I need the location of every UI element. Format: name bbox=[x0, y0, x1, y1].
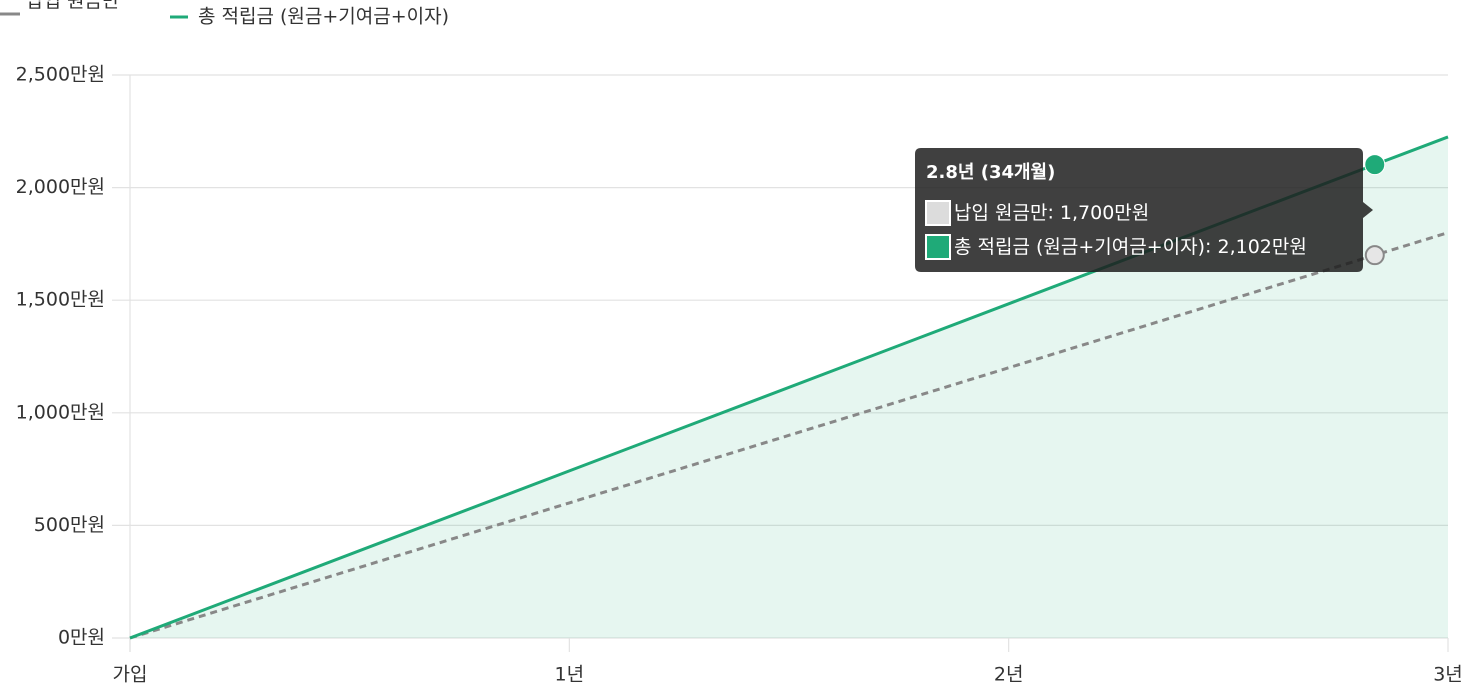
x-tick-label: 3년 bbox=[1433, 664, 1463, 686]
tooltip-title: 2.8년 (34개월) bbox=[926, 162, 1055, 183]
tooltip-swatch bbox=[925, 234, 951, 260]
tooltip-series-name: 납입 원금만 bbox=[954, 202, 1047, 224]
y-tick-label: 1,000만원 bbox=[16, 401, 105, 423]
tooltip-item: 총 적립금 (원금+기여금+이자): 2,102만원 bbox=[954, 236, 1307, 258]
x-tick-label: 2년 bbox=[994, 664, 1024, 686]
x-tick-label: 1년 bbox=[555, 664, 585, 686]
y-tick-label: 500만원 bbox=[34, 514, 105, 536]
tooltip-box bbox=[915, 148, 1373, 272]
tooltip-swatch bbox=[925, 200, 951, 226]
tooltip-value: 2,102만원 bbox=[1217, 236, 1306, 258]
y-tick-label: 2,500만원 bbox=[16, 64, 105, 86]
x-tick-label: 가입 bbox=[113, 664, 148, 686]
line bbox=[129, 135, 1449, 640]
y-tick-label: 0만원 bbox=[58, 627, 105, 649]
hover-point bbox=[1364, 154, 1386, 176]
legend-label-wrap: 납입 원금만 bbox=[26, 0, 120, 12]
tooltip-series-name: 총 적립금 (원금+기여금+이자) bbox=[954, 236, 1205, 258]
legend-label: 총 적립금 (원금+기여금+이자) bbox=[198, 6, 449, 28]
legend-label: 납입 원금만 bbox=[26, 0, 120, 12]
line bbox=[129, 231, 1449, 640]
hover-point bbox=[1364, 245, 1385, 266]
y-tick-label: 2,000만원 bbox=[16, 176, 105, 198]
tooltip-item: 납입 원금만: 1,700만원 bbox=[954, 202, 1149, 224]
tooltip-value: 1,700만원 bbox=[1060, 202, 1149, 224]
y-tick-label: 1,500만원 bbox=[16, 289, 105, 311]
